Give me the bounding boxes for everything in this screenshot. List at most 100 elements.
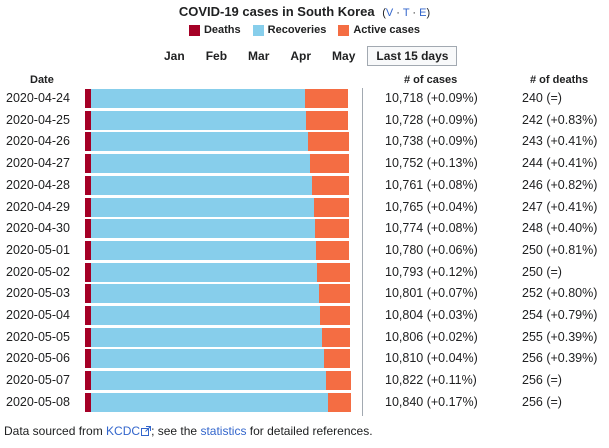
divider-line <box>362 88 363 416</box>
month-button-mar[interactable]: Mar <box>248 49 270 63</box>
external-link-icon <box>141 426 152 436</box>
bar-segment-recoveries <box>91 284 319 304</box>
stacked-bar <box>85 327 351 347</box>
bar-segment-deaths <box>85 219 92 239</box>
chart-row: 2020-05-04 10,804 (+0.03%) 254 (+0.79%) <box>0 305 609 326</box>
legend-label-deaths: Deaths <box>203 24 241 36</box>
row-date: 2020-05-06 <box>6 351 70 366</box>
legend-item-deaths: Deaths <box>188 24 241 36</box>
row-deaths: 252 (+0.80%) <box>522 286 598 301</box>
bar-segment-active <box>318 284 351 304</box>
row-cases: 10,752 (+0.13%) <box>385 156 478 171</box>
month-button-jan[interactable]: Jan <box>164 49 185 63</box>
row-cases: 10,801 (+0.07%) <box>385 286 478 301</box>
chart-row: 2020-05-01 10,780 (+0.06%) 250 (+0.81%) <box>0 240 609 261</box>
chart-row: 2020-04-29 10,765 (+0.04%) 247 (+0.41%) <box>0 197 609 218</box>
column-header-deaths: # of deaths <box>530 74 589 86</box>
month-button-feb[interactable]: Feb <box>205 49 228 63</box>
row-deaths: 255 (+0.39%) <box>522 329 598 344</box>
kcdc-link[interactable]: KCDC <box>106 424 141 438</box>
stacked-bar <box>85 154 349 174</box>
row-deaths: 256 (=) <box>522 373 562 388</box>
bar-segment-deaths <box>85 306 92 325</box>
row-cases: 10,765 (+0.04%) <box>385 199 478 214</box>
bar-segment-deaths <box>85 175 91 195</box>
statistics-link[interactable]: statistics <box>200 424 247 438</box>
stacked-bar <box>85 240 350 260</box>
chart-row: 2020-04-30 10,774 (+0.08%) 248 (+0.40%) <box>0 218 609 239</box>
legend-swatch-active <box>338 24 350 36</box>
bar-segment-recoveries <box>91 175 313 195</box>
bar-segment-deaths <box>85 132 91 152</box>
row-deaths: 250 (+0.81%) <box>522 242 598 257</box>
bar-segment-deaths <box>85 327 92 347</box>
row-deaths: 256 (+0.39%) <box>522 351 598 366</box>
bar-segment-active <box>326 371 351 391</box>
bar-segment-active <box>322 327 351 347</box>
row-date: 2020-05-01 <box>6 242 70 257</box>
bar-segment-recoveries <box>91 240 317 260</box>
row-deaths: 240 (=) <box>522 91 562 105</box>
bar-segment-recoveries <box>91 349 324 369</box>
chart-row: 2020-04-25 10,728 (+0.09%) 242 (+0.83%) <box>0 110 609 131</box>
talk-link[interactable]: T <box>402 7 410 19</box>
chart-title: COVID-19 cases in South Korea (V · T · E… <box>0 4 609 19</box>
edit-link[interactable]: E <box>419 7 427 19</box>
row-deaths: 246 (+0.82%) <box>522 177 598 192</box>
bar-segment-deaths <box>85 284 92 304</box>
stacked-bar <box>85 306 351 325</box>
chart-row: 2020-05-03 10,801 (+0.07%) 252 (+0.80%) <box>0 283 609 304</box>
bar-segment-active <box>306 110 349 130</box>
bar-segment-active <box>309 154 349 174</box>
view-link[interactable]: V <box>385 7 394 19</box>
bar-segment-recoveries <box>91 219 315 239</box>
month-selector: Jan Feb Mar Apr May Last 15 days <box>155 46 460 66</box>
column-header-date: Date <box>30 74 54 86</box>
row-date: 2020-04-27 <box>6 156 70 171</box>
row-cases: 10,728 (+0.09%) <box>385 112 478 127</box>
stacked-bar <box>85 262 350 282</box>
column-header-cases: # of cases <box>404 74 458 86</box>
stacked-bar <box>85 371 351 391</box>
chart-row: 2020-05-08 10,840 (+0.17%) 256 (=) <box>0 392 609 413</box>
bar-segment-deaths <box>85 349 92 369</box>
footer: Data sourced from KCDC; see the statisti… <box>4 424 373 438</box>
month-button-apr[interactable]: Apr <box>290 49 312 63</box>
bar-segment-active <box>308 132 349 152</box>
chart-row: 2020-05-07 10,822 (+0.11%) 256 (=) <box>0 370 609 391</box>
row-cases: 10,804 (+0.03%) <box>385 308 478 322</box>
row-deaths: 248 (+0.40%) <box>522 221 598 236</box>
stacked-bar <box>85 89 349 108</box>
row-date: 2020-05-07 <box>6 373 70 388</box>
stacked-bar <box>85 197 350 217</box>
row-date: 2020-04-24 <box>6 91 70 105</box>
row-cases: 10,761 (+0.08%) <box>385 177 478 192</box>
bar-segment-recoveries <box>91 197 314 217</box>
bar-segment-active <box>317 262 350 282</box>
bar-segment-recoveries <box>91 262 318 282</box>
row-deaths: 242 (+0.83%) <box>522 112 598 127</box>
month-button-may[interactable]: May <box>332 49 356 63</box>
stacked-bar <box>85 392 352 412</box>
stacked-bar <box>85 219 350 239</box>
bar-segment-active <box>327 392 352 412</box>
row-date: 2020-04-29 <box>6 199 70 214</box>
chart-row: 2020-04-24 10,718 (+0.09%) 240 (=) <box>0 88 609 109</box>
bar-segment-active <box>316 240 350 260</box>
bar-segment-recoveries <box>91 110 307 130</box>
bar-segment-recoveries <box>91 306 321 325</box>
row-date: 2020-04-25 <box>6 112 70 127</box>
bar-segment-active <box>312 175 350 195</box>
chart-row: 2020-04-28 10,761 (+0.08%) 246 (+0.82%) <box>0 175 609 196</box>
bar-segment-deaths <box>85 89 91 108</box>
row-cases: 10,806 (+0.02%) <box>385 329 478 344</box>
row-cases: 10,738 (+0.09%) <box>385 134 478 149</box>
bar-segment-recoveries <box>91 154 310 174</box>
row-cases: 10,793 (+0.12%) <box>385 264 478 279</box>
bar-segment-active <box>320 306 351 325</box>
row-date: 2020-05-03 <box>6 286 70 301</box>
bar-segment-recoveries <box>91 89 305 108</box>
row-date: 2020-04-28 <box>6 177 70 192</box>
month-button-last-15-days[interactable]: Last 15 days <box>367 46 458 66</box>
row-deaths: 250 (=) <box>522 264 562 279</box>
